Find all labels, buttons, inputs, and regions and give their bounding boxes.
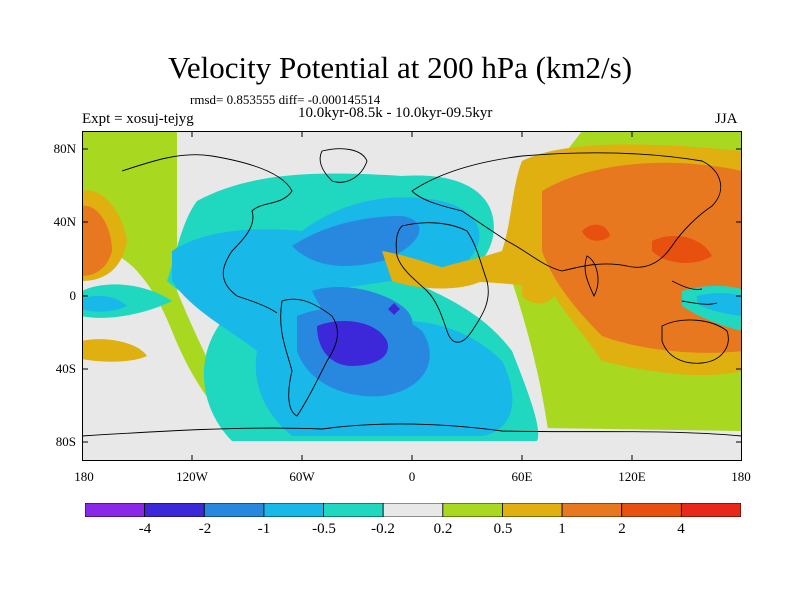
fill-neg05-region <box>172 197 513 436</box>
axis-ticks <box>82 131 742 461</box>
fill-neg2-sa <box>317 321 388 366</box>
colorbar-label-pos2: 2 <box>618 521 626 537</box>
lat-label-80n: 80N <box>53 141 76 156</box>
colorbar-label-neg02: -0.2 <box>371 521 395 537</box>
lon-label-0: 0 <box>408 469 416 484</box>
season-label: JJA <box>715 111 738 127</box>
colorbar-label-pos05: 0.5 <box>493 521 513 537</box>
coast-north-america <box>121 154 293 314</box>
lat-label-0: 0 <box>69 288 77 303</box>
fill-neg2-dot <box>388 303 400 315</box>
colorbar-label-neg1: -1 <box>257 521 271 537</box>
coast-south-america <box>280 298 338 417</box>
colorbar-label-pos02: 0.2 <box>433 521 453 537</box>
colorbar-label-pos4: 4 <box>677 521 685 537</box>
fill-neg05-tropics-east <box>697 292 742 316</box>
coast-se-asia-islands <box>671 280 718 305</box>
colorbar <box>85 503 741 517</box>
fill-pos05-sw <box>82 339 147 362</box>
colorbar-cell <box>382 503 444 517</box>
stats-line: rmsd= 0.853555 diff= -0.000145514 <box>190 92 381 107</box>
coast-greenland <box>319 148 368 183</box>
lon-label-60e: 60E <box>511 469 533 484</box>
velocity-potential-map <box>82 131 742 461</box>
coastlines <box>82 148 742 437</box>
colorbar-label-pos1: 1 <box>558 521 566 537</box>
coast-australia <box>661 319 729 364</box>
colorbar-cell <box>502 503 563 517</box>
colorbar-cell <box>323 503 384 517</box>
lon-label-120w: 120W <box>176 469 208 484</box>
coast-eurasia <box>411 152 722 272</box>
contour-fills <box>82 131 742 461</box>
lon-label-120e: 120E <box>618 469 646 484</box>
colorbar-cell <box>621 503 682 517</box>
colorbar-cell <box>561 503 623 517</box>
colorbar-label-neg2: -2 <box>198 521 212 537</box>
lon-label-180e: 180 <box>731 469 751 484</box>
colorbar-cell <box>144 503 205 517</box>
plot-title: Velocity Potential at 200 hPa (km2/s) <box>167 50 633 85</box>
colorbar-label-neg4: -4 <box>138 521 152 537</box>
colorbar-cell <box>85 503 146 517</box>
lat-label-40s: 40S <box>55 361 76 376</box>
coast-antarctica <box>82 423 742 437</box>
fill-pos2-east <box>582 224 610 241</box>
colorbar-cell <box>263 503 324 517</box>
lon-label-60w: 60W <box>289 469 315 484</box>
colorbar-cell <box>203 503 265 517</box>
period-label: 10.0kyr-08.5k - 10.0kyr-09.5kyr <box>298 105 493 121</box>
lat-label-80s: 80S <box>55 434 76 449</box>
fill-pos2-east2 <box>652 236 712 263</box>
fill-neg05-wpac <box>82 295 127 312</box>
lat-label-40n: 40N <box>53 214 76 229</box>
experiment-label: Expt = xosuj-tejyg <box>82 111 194 127</box>
coast-africa <box>395 222 489 343</box>
colorbar-cell <box>680 503 741 517</box>
colorbar-cell <box>442 503 503 517</box>
fill-pos1-fwest <box>82 205 112 276</box>
lon-label-180w: 180 <box>74 469 94 484</box>
coast-india <box>584 255 599 298</box>
fill-pos05-africa <box>522 279 554 304</box>
colorbar-label-neg05: -0.5 <box>312 521 336 537</box>
fill-pos05-amz <box>382 251 482 289</box>
